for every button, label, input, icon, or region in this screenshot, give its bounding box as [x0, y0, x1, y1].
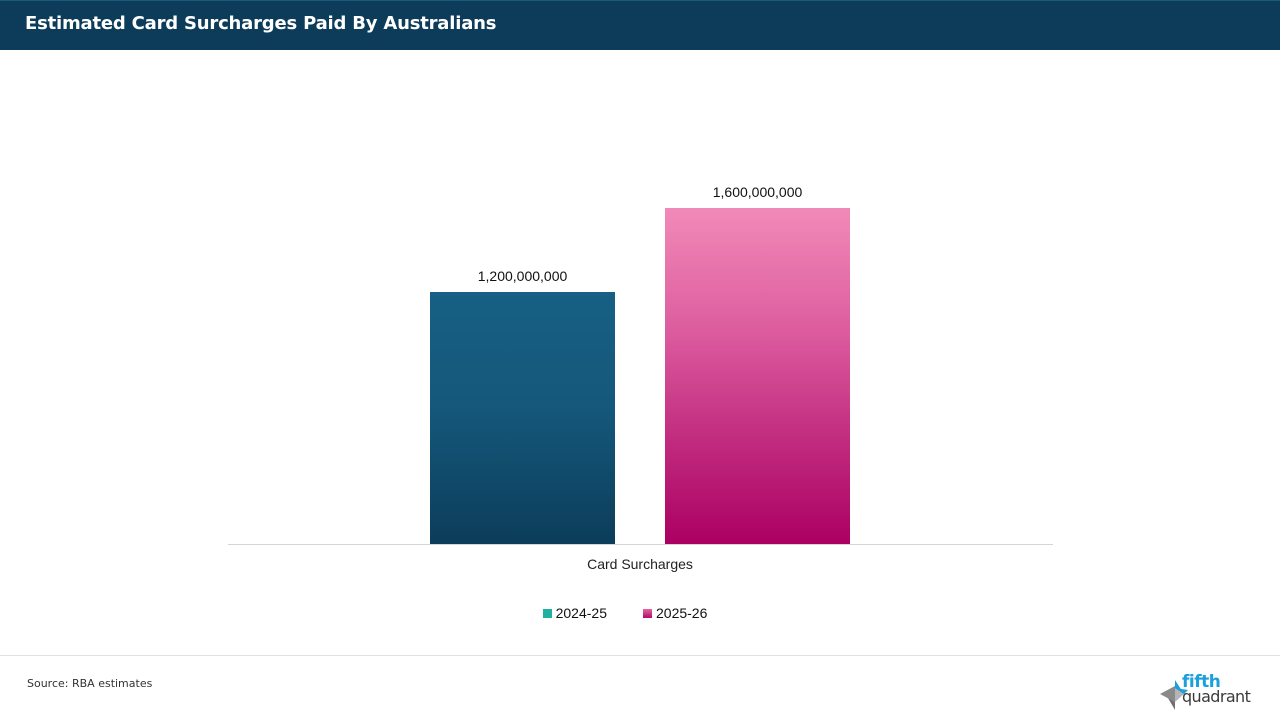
legend-item-2025-26: 2025-26	[643, 605, 707, 621]
title-bar: Estimated Card Surcharges Paid By Austra…	[0, 0, 1280, 50]
source-note: Source: RBA estimates	[27, 677, 153, 690]
legend-item-2024-25: 2024-25	[542, 605, 607, 621]
legend-label: 2024-25	[555, 605, 607, 621]
x-axis-line	[228, 544, 1053, 545]
logo-mark-icon	[1160, 680, 1188, 710]
bar-2025-26	[665, 208, 850, 544]
bar-chart: 1,200,000,000 1,600,000,000 Card Surchar…	[0, 50, 1280, 650]
data-label-2024-25: 1,200,000,000	[477, 268, 568, 284]
logo-text-fifth: fifth	[1182, 672, 1221, 692]
legend-swatch-icon	[542, 608, 552, 618]
legend: 2024-25 2025-26	[0, 605, 1280, 621]
data-label-2025-26: 1,600,000,000	[712, 184, 803, 200]
category-label: Card Surcharges	[587, 556, 693, 572]
fifth-quadrant-logo: fifth quadrant	[1158, 672, 1270, 714]
legend-swatch-icon	[643, 608, 652, 618]
footer-divider	[0, 655, 1280, 656]
page-title: Estimated Card Surcharges Paid By Austra…	[25, 13, 497, 34]
logo-text-quadrant: quadrant	[1182, 687, 1251, 706]
legend-label: 2025-26	[656, 605, 708, 621]
bar-2024-25	[430, 292, 615, 544]
